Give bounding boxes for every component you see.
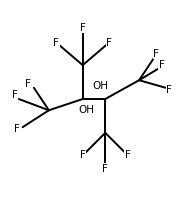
Text: F: F bbox=[159, 60, 165, 70]
Text: F: F bbox=[153, 49, 159, 59]
Text: F: F bbox=[166, 85, 172, 95]
Text: F: F bbox=[80, 23, 86, 32]
Text: F: F bbox=[53, 38, 59, 48]
Text: F: F bbox=[14, 124, 20, 134]
Text: F: F bbox=[106, 38, 112, 48]
Text: F: F bbox=[12, 90, 18, 100]
Text: F: F bbox=[80, 150, 86, 160]
Text: F: F bbox=[25, 79, 31, 89]
Text: F: F bbox=[125, 150, 131, 160]
Text: F: F bbox=[102, 164, 108, 174]
Text: OH: OH bbox=[78, 105, 95, 115]
Text: OH: OH bbox=[92, 81, 109, 91]
